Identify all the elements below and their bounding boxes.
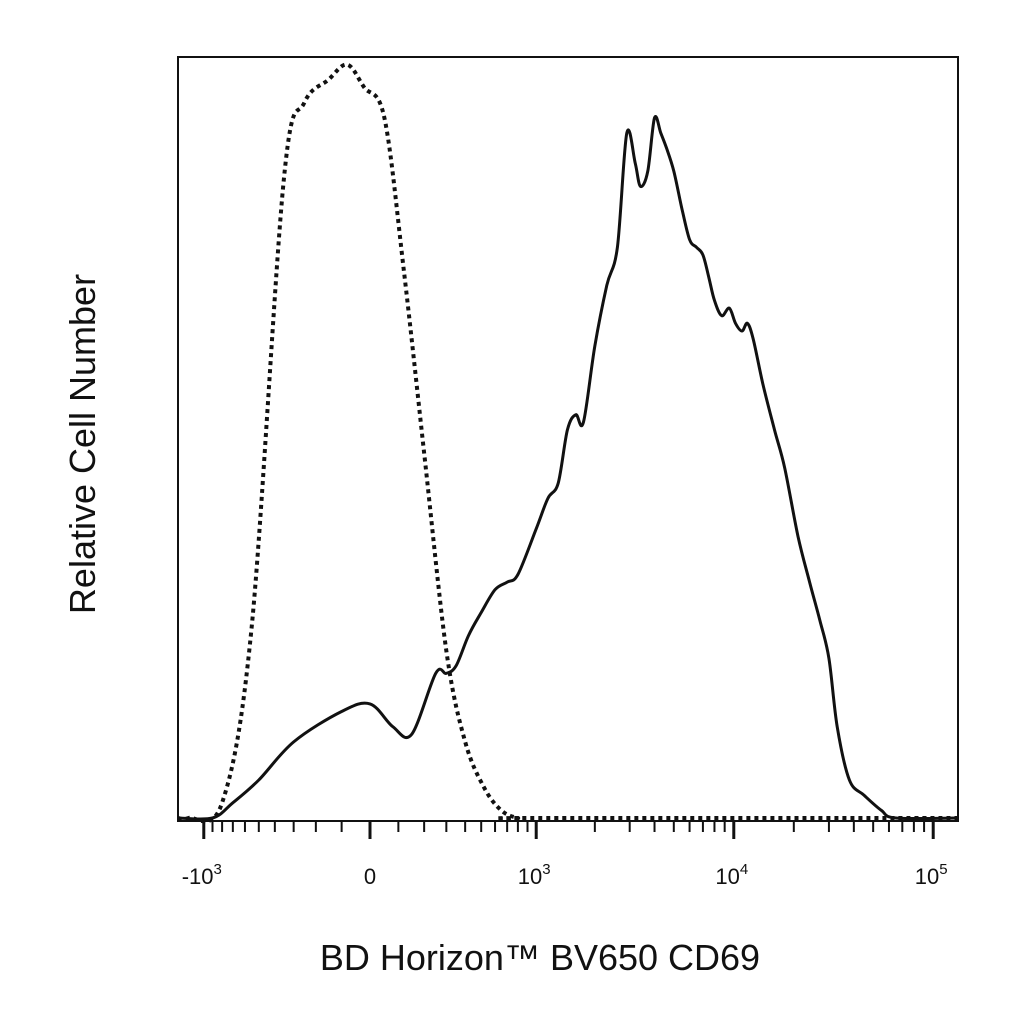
x-tick-label: 0 xyxy=(364,864,376,889)
series-line-solid xyxy=(177,115,959,821)
x-axis-tick-labels: -103 0 103 104 105 xyxy=(182,861,948,889)
y-axis-title: Relative Cell Number xyxy=(62,274,103,614)
x-tick-label: 105 xyxy=(915,861,948,889)
x-axis-title: BD Horizon™ BV650 CD69 xyxy=(320,937,760,978)
series-layer xyxy=(177,62,959,824)
x-axis-ticks xyxy=(202,821,935,839)
x-tick-label: 104 xyxy=(715,861,748,889)
x-tick-label: -103 xyxy=(182,861,222,889)
series-line-dotted xyxy=(177,62,958,824)
x-tick-label: 103 xyxy=(518,861,551,889)
plot-frame xyxy=(177,56,959,822)
